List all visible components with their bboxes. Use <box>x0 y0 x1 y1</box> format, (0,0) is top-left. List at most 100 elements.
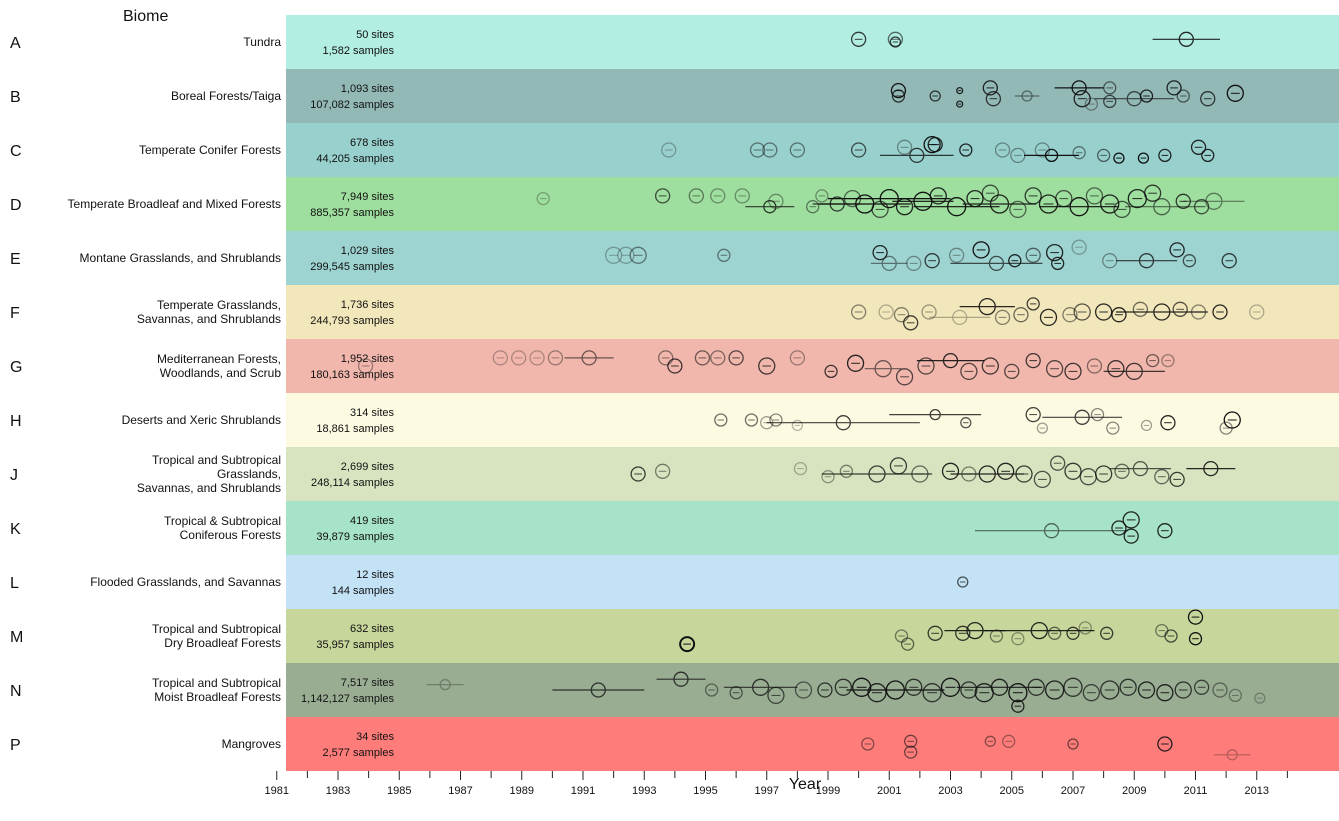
data-point <box>745 200 795 214</box>
data-point <box>959 143 973 157</box>
site-marker <box>1212 682 1228 698</box>
site-marker <box>909 147 925 164</box>
data-point <box>1223 411 1241 429</box>
site-marker <box>868 465 886 483</box>
site-marker <box>1132 460 1149 477</box>
data-point <box>1201 148 1215 163</box>
data-point <box>1114 463 1130 479</box>
data-point <box>1050 455 1066 471</box>
site-marker <box>881 255 897 272</box>
data-point <box>1086 358 1103 374</box>
biome-name: Deserts and Xeric Shrublands <box>122 413 281 427</box>
site-marker <box>906 255 922 272</box>
row-band <box>286 231 1339 285</box>
data-point <box>1033 470 1052 489</box>
site-marker <box>1137 681 1156 699</box>
biome-name: Tropical and Subtropical <box>152 676 281 690</box>
data-point <box>927 136 943 153</box>
site-marker <box>1103 81 1117 95</box>
data-point <box>834 678 852 696</box>
data-point <box>564 350 614 366</box>
biome-row-j: J Tropical and SubtropicalGrasslands,Sava… <box>10 447 1339 501</box>
site-marker <box>982 80 998 96</box>
data-point <box>972 241 990 259</box>
site-marker <box>946 197 967 217</box>
data-point <box>846 354 865 372</box>
data-point <box>1169 242 1185 258</box>
site-marker <box>1103 94 1117 109</box>
site-marker <box>1226 749 1238 761</box>
site-marker <box>900 637 915 651</box>
data-point <box>1100 194 1120 214</box>
sample-count: 1,142,127 samples <box>301 693 394 705</box>
site-marker <box>839 464 854 478</box>
data-point <box>1166 80 1182 96</box>
site-marker <box>661 142 677 158</box>
data-point <box>717 248 731 262</box>
site-marker <box>1030 621 1048 640</box>
site-marker <box>749 142 766 158</box>
biome-rows: A Tundra 50 sites 1,582 samples B Boreal Fore… <box>10 15 1339 771</box>
data-point <box>1002 734 1016 748</box>
data-point <box>1103 362 1165 381</box>
biome-name: Savannas, and Shrublands <box>137 312 281 326</box>
sample-count: 107,082 samples <box>310 99 394 111</box>
data-point <box>982 80 998 96</box>
site-marker <box>1047 626 1062 640</box>
data-point <box>710 350 726 366</box>
data-point <box>1015 465 1033 483</box>
site-marker <box>1100 626 1114 640</box>
data-point <box>1221 253 1237 269</box>
data-point <box>921 304 937 320</box>
site-marker <box>1002 734 1016 748</box>
site-marker <box>1072 146 1086 160</box>
site-marker <box>1062 307 1078 323</box>
data-point <box>1172 301 1188 317</box>
data-point <box>817 682 833 698</box>
site-marker <box>1045 243 1064 262</box>
data-point <box>895 368 914 386</box>
data-point <box>1025 352 1041 369</box>
data-point <box>985 91 1002 107</box>
site-marker <box>861 737 875 751</box>
data-point <box>889 457 908 475</box>
site-marker <box>673 671 689 687</box>
data-point <box>815 189 829 203</box>
site-marker <box>889 36 902 48</box>
data-point <box>1158 148 1172 163</box>
data-point <box>896 139 913 155</box>
site-marker <box>1051 256 1065 271</box>
row-band <box>286 717 1339 771</box>
sample-count: 885,357 samples <box>310 207 394 219</box>
biome-name: Temperate Broadleaf and Mixed Forests <box>68 197 281 211</box>
site-marker <box>948 247 965 263</box>
x-tick-label: 1983 <box>326 785 350 797</box>
data-point <box>887 31 904 47</box>
data-point <box>956 100 964 108</box>
site-marker <box>1086 358 1103 374</box>
site-marker <box>896 139 913 155</box>
x-tick-label: 1985 <box>387 785 411 797</box>
biome-row-e: E Montane Grasslands, and Shrublands 1,029… <box>10 231 1339 285</box>
data-point <box>955 625 971 641</box>
data-point <box>975 523 1129 539</box>
row-band <box>286 177 1339 231</box>
data-point <box>917 357 935 375</box>
data-point <box>1186 460 1236 477</box>
site-marker <box>981 357 999 375</box>
data-point <box>767 686 785 705</box>
data-point <box>1254 692 1266 704</box>
site-marker <box>1082 684 1101 702</box>
site-marker <box>1157 523 1173 539</box>
site-marker <box>904 745 918 759</box>
site-marker <box>1045 360 1064 378</box>
row-letter: M <box>10 629 23 646</box>
data-point <box>1084 97 1099 111</box>
data-point <box>1140 419 1153 432</box>
data-point <box>426 678 464 691</box>
data-point <box>906 255 922 272</box>
biome-row-d: D Temperate Broadleaf and Mixed Forests 7,… <box>10 177 1339 231</box>
x-tick-label: 2009 <box>1122 785 1146 797</box>
data-point <box>793 461 808 476</box>
data-point <box>994 309 1011 326</box>
